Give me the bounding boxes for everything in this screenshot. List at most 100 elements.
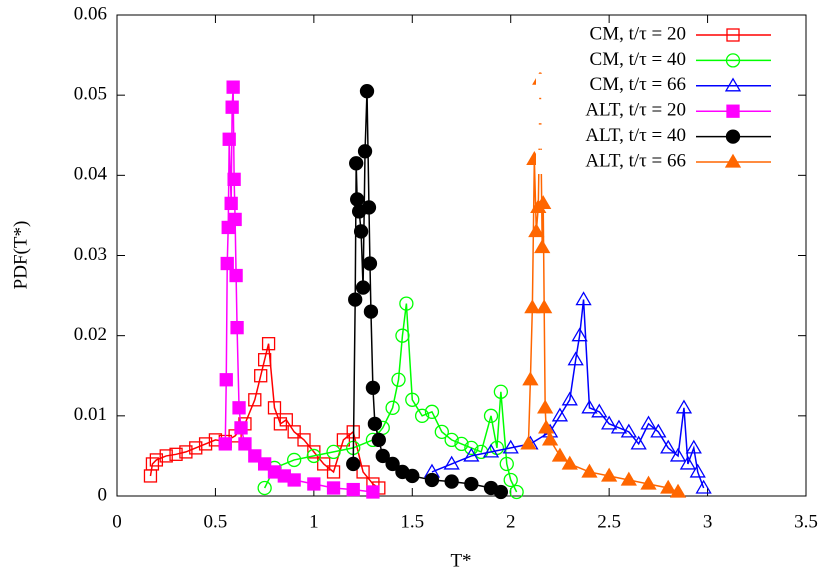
marker [405,392,420,407]
marker [226,80,240,94]
marker [463,447,480,462]
marker [575,291,592,306]
marker [571,327,588,342]
marker [499,456,514,472]
legend-label: CM, t/τ = 20 [590,23,686,44]
marker [230,320,244,335]
marker [534,239,551,254]
marker [640,475,657,490]
marker [234,421,248,435]
marker [220,256,234,271]
marker [541,431,559,446]
marker [287,473,301,487]
marker [581,463,598,478]
marker [228,212,242,227]
y-tick-label: 0.03 [74,244,107,265]
marker [356,465,370,479]
marker [395,328,410,343]
marker [660,479,677,494]
legend-label: ALT, t/τ = 20 [585,100,686,121]
marker [434,424,449,440]
marker [307,477,321,491]
marker [424,404,440,419]
y-tick-label: 0.06 [74,3,107,24]
marker [385,400,400,415]
marker [650,423,667,438]
marker [336,433,351,447]
marker [591,403,608,418]
marker [365,380,381,395]
marker [483,408,499,423]
marker [229,268,243,283]
marker [482,443,500,458]
marker [581,399,598,414]
x-tick-label: 2 [506,511,516,532]
marker [346,482,360,497]
legend-marker [725,53,741,68]
marker [537,399,554,414]
marker [399,296,414,311]
marker [509,484,524,500]
marker [385,456,400,472]
marker [159,449,173,463]
marker [551,447,569,462]
marker [535,195,552,210]
marker [363,304,379,319]
marker [257,457,272,471]
legend-label: ALT, t/τ = 40 [585,125,686,146]
marker [620,423,637,438]
x-tick-label: 0 [112,511,122,532]
marker [561,455,578,470]
marker [355,280,371,295]
marker [257,480,272,496]
x-tick-label: 0.5 [204,511,228,532]
marker [502,439,519,454]
marker [198,437,213,451]
marker [189,441,203,455]
marker [307,445,321,459]
legend-marker [724,77,742,92]
marker [424,472,440,488]
marker [464,440,479,456]
series-line [263,303,518,493]
marker [179,445,193,459]
marker [522,371,539,386]
marker [224,196,238,211]
y-tick-label: 0.01 [74,404,107,425]
x-tick-label: 1.5 [400,511,424,532]
x-tick-label: 3.5 [794,511,818,532]
marker [261,337,276,351]
marker [493,484,509,500]
marker [279,413,293,427]
marker [660,439,677,454]
marker [620,471,637,486]
marker [520,435,537,450]
marker [346,456,361,472]
marker [267,401,282,415]
marker [685,439,702,454]
legend-label: CM, t/τ = 66 [590,74,686,95]
marker [362,256,378,271]
marker [145,457,160,471]
marker [414,408,430,423]
marker [238,437,252,451]
marker [367,416,383,432]
marker [610,419,628,434]
marker [248,393,262,407]
marker [669,483,687,498]
marker [464,476,479,492]
marker [561,391,578,406]
y-tick-label: 0 [98,484,108,505]
marker [350,192,365,207]
marker [630,435,647,450]
marker [371,432,386,448]
marker [695,479,712,494]
series-line [431,299,705,489]
marker [248,449,262,463]
y-tick-label: 0.02 [74,324,107,345]
x-tick-label: 2.5 [597,511,621,532]
marker [219,373,233,387]
marker [232,401,246,415]
marker [444,432,459,448]
marker [601,467,618,482]
